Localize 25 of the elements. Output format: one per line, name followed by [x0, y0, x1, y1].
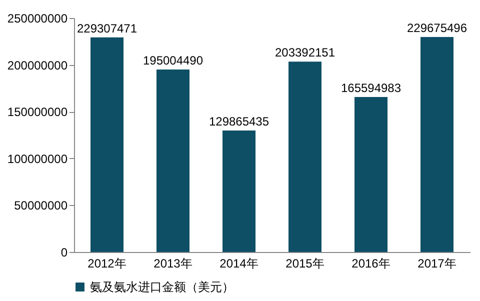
x-tick-label: 2016年 — [352, 256, 390, 270]
data-label: 165594983 — [340, 81, 402, 96]
bar — [222, 130, 256, 252]
data-label: 203392151 — [274, 46, 336, 60]
y-tick-label: 100000000 — [7, 152, 68, 166]
data-label: 229307471 — [76, 21, 138, 36]
y-tick-label: 250000000 — [7, 12, 68, 26]
bar — [288, 62, 322, 252]
x-tick-label: 2013年 — [154, 256, 192, 270]
bar — [420, 37, 454, 252]
y-tick-label: 200000000 — [7, 58, 68, 72]
data-label: 229675496 — [406, 21, 468, 36]
data-label: 195004490 — [142, 53, 204, 68]
y-tick-label: 150000000 — [7, 105, 68, 120]
x-tick-label: 2012年 — [88, 256, 126, 270]
data-label: 129865435 — [208, 114, 270, 128]
y-tick-label: 50000000 — [14, 198, 68, 213]
y-tick-label: 0 — [60, 246, 68, 260]
bar — [156, 69, 190, 252]
bar — [90, 37, 124, 252]
x-tick-label: 2015年 — [286, 256, 324, 270]
x-tick-label: 2014年 — [220, 256, 258, 270]
x-tick-label: 2017年 — [418, 256, 456, 270]
legend-label: 氨及氨水进口金额（美元） — [90, 280, 234, 294]
bar — [354, 97, 388, 252]
